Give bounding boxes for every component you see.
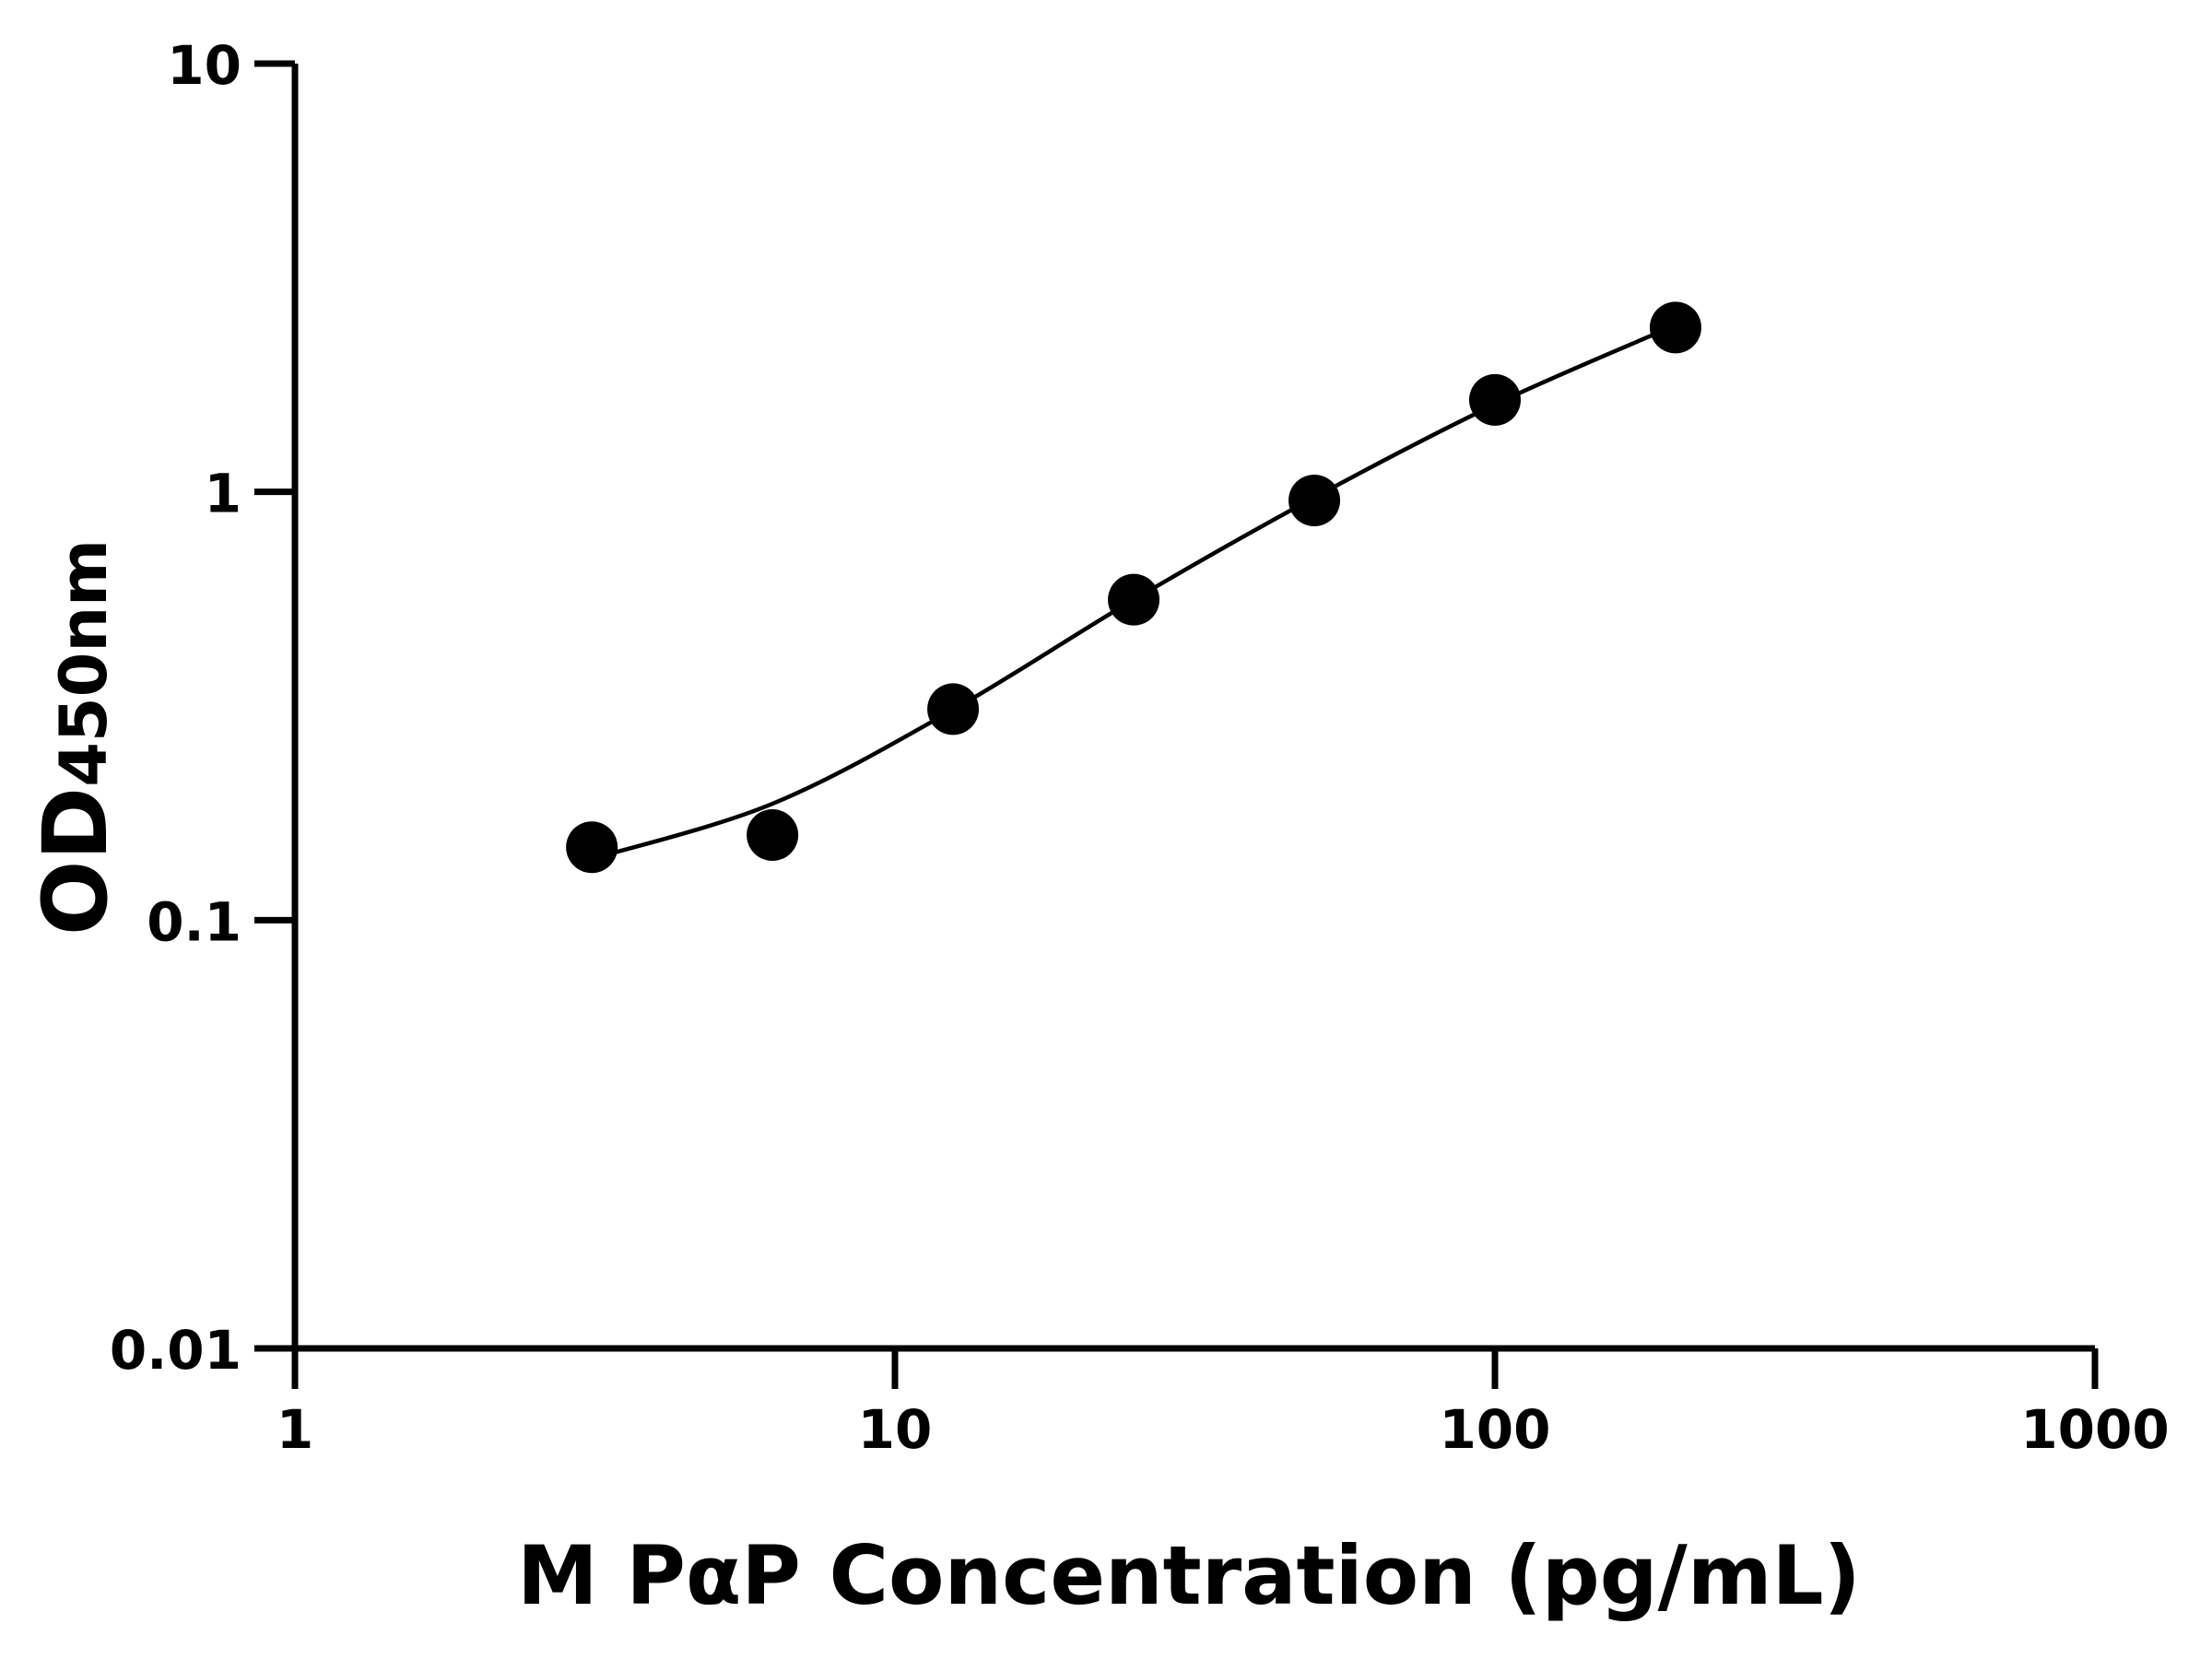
y-tick-label: 1 [205,463,241,525]
x-tick-label: 1000 [2020,1398,2169,1461]
y-axis-label: OD450nm [24,539,127,935]
data-point [927,683,980,735]
y-tick-label: 0.01 [110,1319,241,1382]
y-axis-label-main: OD [24,787,127,935]
data-point [1649,301,1701,354]
y-axis-label-sub: 450nm [46,539,122,787]
x-tick-label: 10 [858,1398,933,1461]
data-point [1288,474,1341,526]
y-tick-label: 0.1 [147,890,241,953]
x-tick-label: 100 [1439,1398,1550,1461]
data-point [566,821,618,874]
data-point [1469,373,1521,426]
x-axis-label: M PαP Concentration (pg/mL) [517,1528,1861,1623]
axes [291,64,2095,1352]
data-points [566,301,1701,874]
y-tick-label: 10 [167,34,241,97]
ticks: 1 10 100 1000 0.01 0.1 1 10 [110,34,2170,1461]
data-point [747,809,799,862]
x-tick-label: 1 [276,1398,313,1461]
data-point [1108,573,1160,626]
